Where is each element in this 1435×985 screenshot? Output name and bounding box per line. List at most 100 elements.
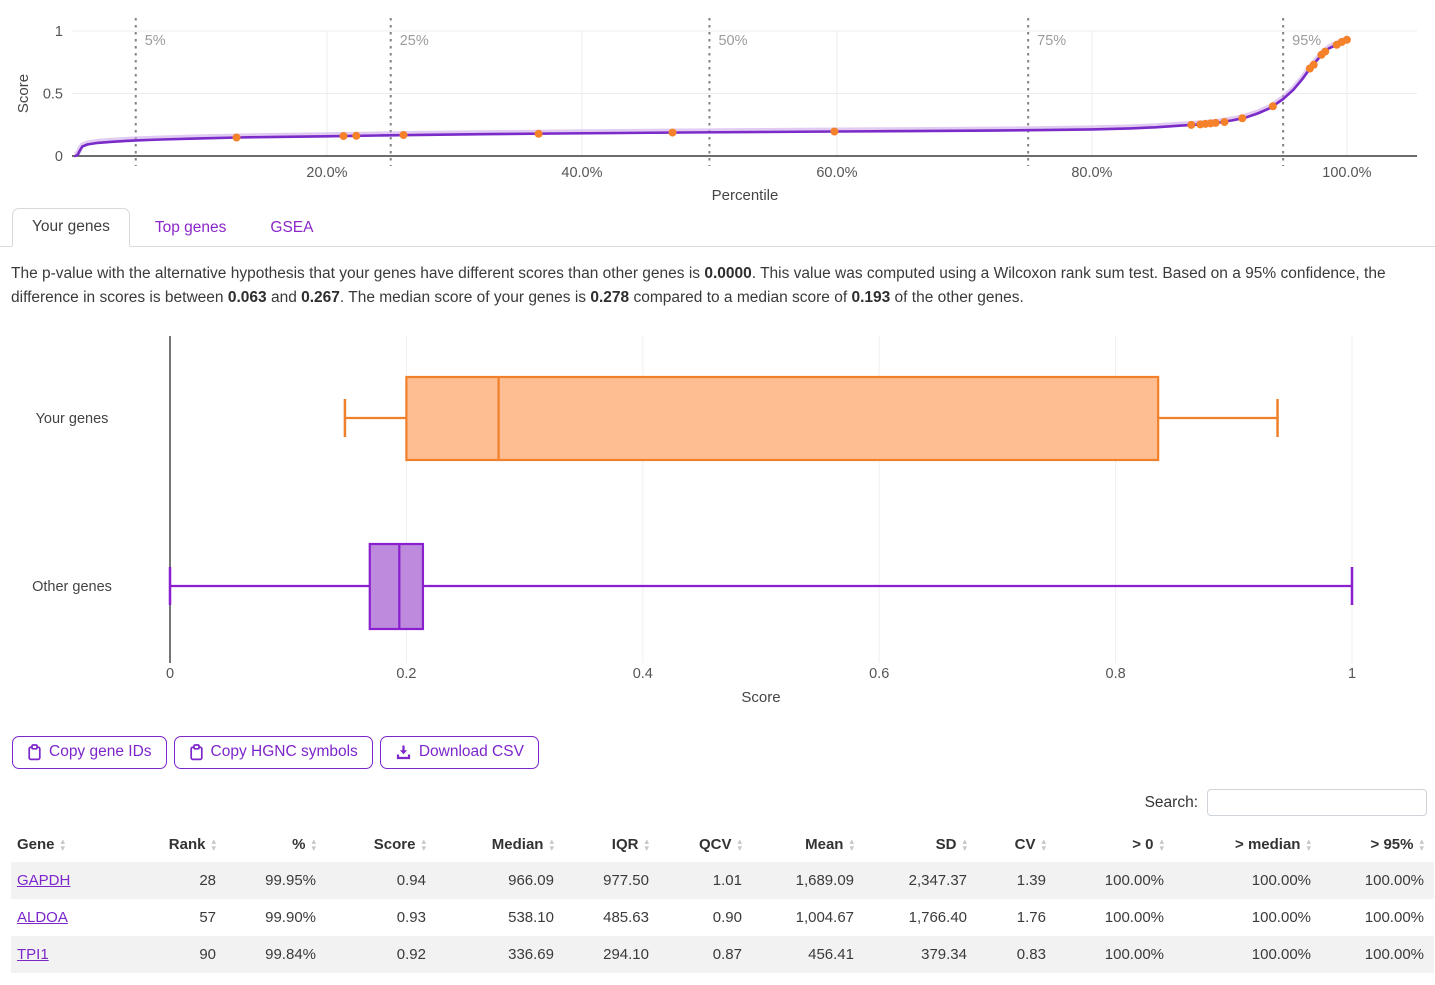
column-label: IQR (611, 836, 639, 853)
table-cell: 57 (199, 909, 216, 926)
your-gene-point (1309, 60, 1318, 69)
table-row: GAPDH 28 99.95% 0.94 966.09 977.50 1.01 1,689.0… (11, 862, 1434, 899)
sort-icon: ▴ ▾ (1041, 835, 1046, 853)
x-tick-label: 80.0% (1071, 165, 1112, 181)
table-cell: 100.00% (1251, 909, 1311, 926)
sort-icon: ▴ ▾ (1306, 835, 1311, 853)
table-row: TPI1 90 99.84% 0.92 336.69 294.10 0.87 456.41 37… (11, 936, 1434, 973)
column-label: CV (1014, 836, 1036, 853)
column-header-iqr[interactable]: IQR ▴ ▾ (564, 827, 659, 862)
guide-label: 75% (1037, 33, 1066, 49)
table-cell: 100.00% (1104, 909, 1164, 926)
table-cell: 379.34 (921, 946, 967, 963)
x-tick-label: 100.0% (1322, 165, 1371, 181)
table-cell: 294.10 (603, 946, 649, 963)
boxplot-your-genes: Your genes (36, 375, 1279, 462)
sort-icon: ▴ ▾ (737, 835, 742, 853)
your-gene-point (232, 133, 241, 142)
gene-link[interactable]: GAPDH (17, 872, 71, 889)
table-cell: 0.83 (1016, 946, 1046, 963)
table-cell: 1.76 (1016, 909, 1046, 926)
copy-hgnc-symbols-label: Copy HGNC symbols (210, 743, 358, 760)
sort-icon: ▴ ▾ (849, 835, 854, 853)
y-tick-label: 0 (55, 149, 63, 165)
table-cell: 1,004.67 (795, 909, 854, 926)
y-axis-title: Score (15, 74, 32, 113)
column-label: QCV (698, 836, 732, 853)
sort-icon: ▴ ▾ (962, 835, 967, 853)
table-cell: 977.50 (603, 872, 649, 889)
sort-icon: ▴ ▾ (311, 835, 316, 853)
table-cell: 99.90% (265, 909, 316, 926)
search-input[interactable] (1207, 789, 1427, 816)
column-header-0[interactable]: > 0 ▴ ▾ (1056, 827, 1174, 862)
x-tick-label: 0.4 (633, 666, 653, 682)
column-header-mean[interactable]: Mean ▴ ▾ (752, 827, 864, 862)
table-cell: 1.01 (712, 872, 742, 889)
your-gene-point (668, 128, 677, 137)
stat-value: 0.267 (301, 289, 340, 306)
column-label: SD (935, 836, 957, 853)
sort-icon: ▴ ▾ (644, 835, 649, 853)
table-cell: 100.00% (1104, 946, 1164, 963)
gene-link[interactable]: TPI1 (17, 946, 49, 963)
gene-table: Gene ▴ ▾ Rank ▴ ▾% ▴ ▾ Score ▴ ▾ Median ▴ ▾ IQR ▴ ▾ QCV ▴ ▾… (11, 827, 1434, 973)
x-tick-label: 0 (166, 666, 174, 682)
column-header-cv[interactable]: CV ▴ ▾ (977, 827, 1056, 862)
stat-value: 0.278 (590, 289, 630, 306)
gene-table-header: Gene ▴ ▾ Rank ▴ ▾% ▴ ▾ Score ▴ ▾ Median ▴ ▾ IQR ▴ ▾ QCV ▴ ▾… (11, 827, 1434, 862)
table-cell: 0.94 (396, 872, 426, 889)
tab-top-genes[interactable]: Top genes (154, 219, 227, 236)
percentile-curve-chart: 5% 25% 50% 75% 95% 0 0.5 1 20.0% 40.0% 60.0% 80.0% 1… (15, 18, 1417, 204)
column-label: Mean (805, 836, 844, 853)
gene-link[interactable]: ALDOA (17, 909, 68, 926)
table-row: ALDOA 57 99.90% 0.93 538.10 485.63 0.90 1,004.6… (11, 899, 1434, 936)
table-cell: 100.00% (1364, 872, 1424, 889)
x-axis-title: Score (741, 689, 780, 706)
your-gene-point (1268, 102, 1277, 111)
table-cell: 485.63 (603, 909, 649, 926)
table-search: Search: (1145, 789, 1427, 816)
tab-gsea[interactable]: GSEA (270, 219, 314, 236)
gene-cell: ALDOA (11, 899, 131, 936)
table-cell: 100.00% (1104, 872, 1164, 889)
column-label: > 95% (1370, 836, 1414, 853)
download-csv-button[interactable]: Download CSV (379, 736, 539, 769)
your-gene-point (1321, 47, 1330, 56)
your-gene-point (1187, 120, 1196, 129)
your-gene-point (1238, 114, 1247, 123)
column-header-qcv[interactable]: QCV ▴ ▾ (659, 827, 752, 862)
stat-text: . This value was computed using a Wilcox… (11, 265, 1386, 306)
copy-gene-ids-label: Copy gene IDs (49, 743, 152, 760)
column-header-rank[interactable]: Rank ▴ ▾ (131, 827, 226, 862)
table-cell: 456.41 (808, 946, 854, 963)
table-cell: 0.93 (396, 909, 426, 926)
download-csv-label: Download CSV (418, 743, 524, 760)
column-header-score[interactable]: Score ▴ ▾ (326, 827, 436, 862)
y-tick-label: 0.5 (43, 87, 63, 103)
x-tick-label: 0.8 (1106, 666, 1126, 682)
your-gene-point (339, 132, 348, 140)
guide-label: 50% (718, 33, 747, 49)
guide-label: 25% (400, 33, 429, 49)
column-header-median[interactable]: Median ▴ ▾ (436, 827, 564, 862)
action-buttons: Copy gene IDs Copy HGNC symbols Download… (12, 736, 539, 769)
column-header-median[interactable]: > median ▴ ▾ (1174, 827, 1321, 862)
column-header-[interactable]: % ▴ ▾ (226, 827, 326, 862)
tab-your-genes[interactable]: Your genes (12, 208, 130, 247)
stat-value: 0.193 (851, 289, 891, 306)
your-gene-point (830, 127, 839, 136)
copy-gene-ids-button[interactable]: Copy gene IDs (12, 736, 167, 769)
stat-text: and (266, 289, 302, 306)
column-header-gene[interactable]: Gene ▴ ▾ (11, 827, 131, 862)
stat-text: compared to a median score of (629, 289, 852, 306)
tabs: Your genes Top genes GSEA (0, 206, 1435, 247)
column-header-95[interactable]: > 95% ▴ ▾ (1321, 827, 1434, 862)
column-label: Gene (17, 836, 55, 853)
boxplot-chart: Your genes Other genes 0 0.2 0.4 0.6 0.8 1 Score (32, 336, 1356, 706)
copy-hgnc-symbols-button[interactable]: Copy HGNC symbols (173, 736, 373, 769)
search-label: Search: (1144, 793, 1198, 811)
stat-text: . The median score of your genes is (339, 289, 591, 306)
column-header-sd[interactable]: SD ▴ ▾ (864, 827, 977, 862)
x-axis-title: Percentile (712, 187, 779, 204)
